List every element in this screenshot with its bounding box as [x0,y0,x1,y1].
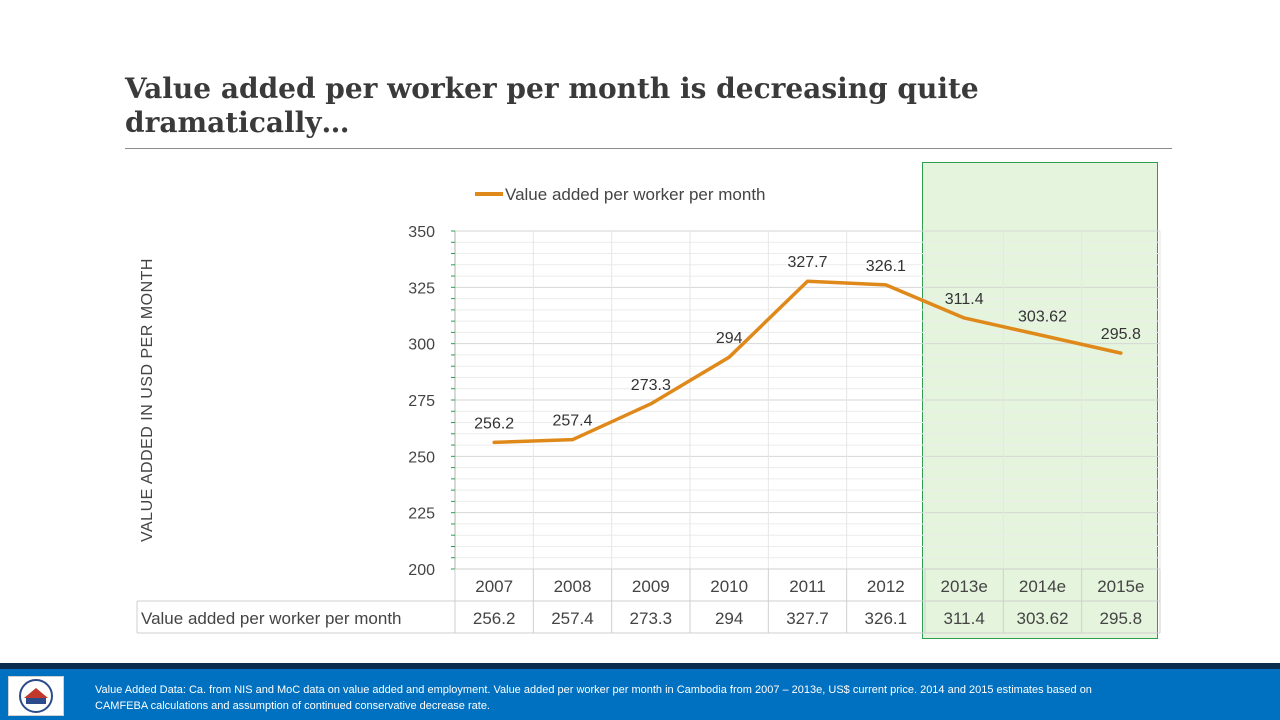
x-tick-label: 2009 [632,577,670,596]
x-tick-label: 2015e [1097,577,1144,596]
legend-label: Value added per worker per month [505,185,766,204]
table-cell-value: 257.4 [551,609,594,628]
slide-title: Value added per worker per month is decr… [125,72,979,139]
table-cell-value: 327.7 [786,609,829,628]
table-cell-value: 326.1 [865,609,908,628]
data-point [571,438,574,442]
data-label: 256.2 [474,415,514,432]
footer-stripe [0,663,1280,669]
table-cell-value: 303.62 [1017,609,1069,628]
data-point [727,355,731,359]
data-point [962,316,966,320]
title-divider [125,148,1172,149]
x-tick-label: 2014e [1019,577,1066,596]
footer-source-note: Value Added Data: Ca. from NIS and MoC d… [95,684,1092,712]
x-tick-label: 2011 [789,577,826,596]
table-cell-value: 256.2 [473,609,516,628]
y-tick-label: 200 [408,562,435,579]
table-cell-value: 311.4 [944,609,985,628]
data-label: 294 [716,330,743,347]
data-label: 327.7 [787,254,827,271]
y-tick-label: 225 [408,506,435,523]
data-label: 273.3 [631,377,671,394]
x-tick-label: 2013e [941,577,988,596]
y-tick-label: 275 [408,393,435,410]
camfeba-logo [8,676,64,716]
table-cell-value: 295.8 [1100,609,1143,628]
line-chart: 200 225 250 275 300 325 350 VALUE ADDED IN USD … [136,185,1161,634]
x-tick-label: 2008 [554,577,592,596]
footer-bar [0,663,1280,720]
table-cell-value: 273.3 [630,609,673,628]
data-point [649,402,653,406]
table-row-header: Value added per worker per month [141,609,402,628]
y-tick-label: 350 [408,224,435,241]
y-tick-label: 300 [408,337,435,354]
data-label: 295.8 [1101,326,1141,343]
data-point [1119,351,1123,355]
data-label: 311.4 [945,291,984,308]
data-point [492,440,496,444]
data-point [884,283,888,287]
y-tick-label: 250 [408,449,435,466]
x-tick-label: 2007 [475,577,513,596]
y-tick-label: 325 [408,280,435,297]
x-tick-label: 2012 [867,577,905,596]
data-point [1041,334,1044,338]
data-label: 303.62 [1018,309,1067,326]
table-cell-value: 294 [715,609,743,628]
data-point [806,279,809,283]
data-label: 257.4 [552,413,592,430]
y-axis-title: VALUE ADDED IN USD PER MONTH [139,258,156,542]
x-tick-label: 2010 [710,577,748,596]
data-label: 326.1 [866,258,906,275]
